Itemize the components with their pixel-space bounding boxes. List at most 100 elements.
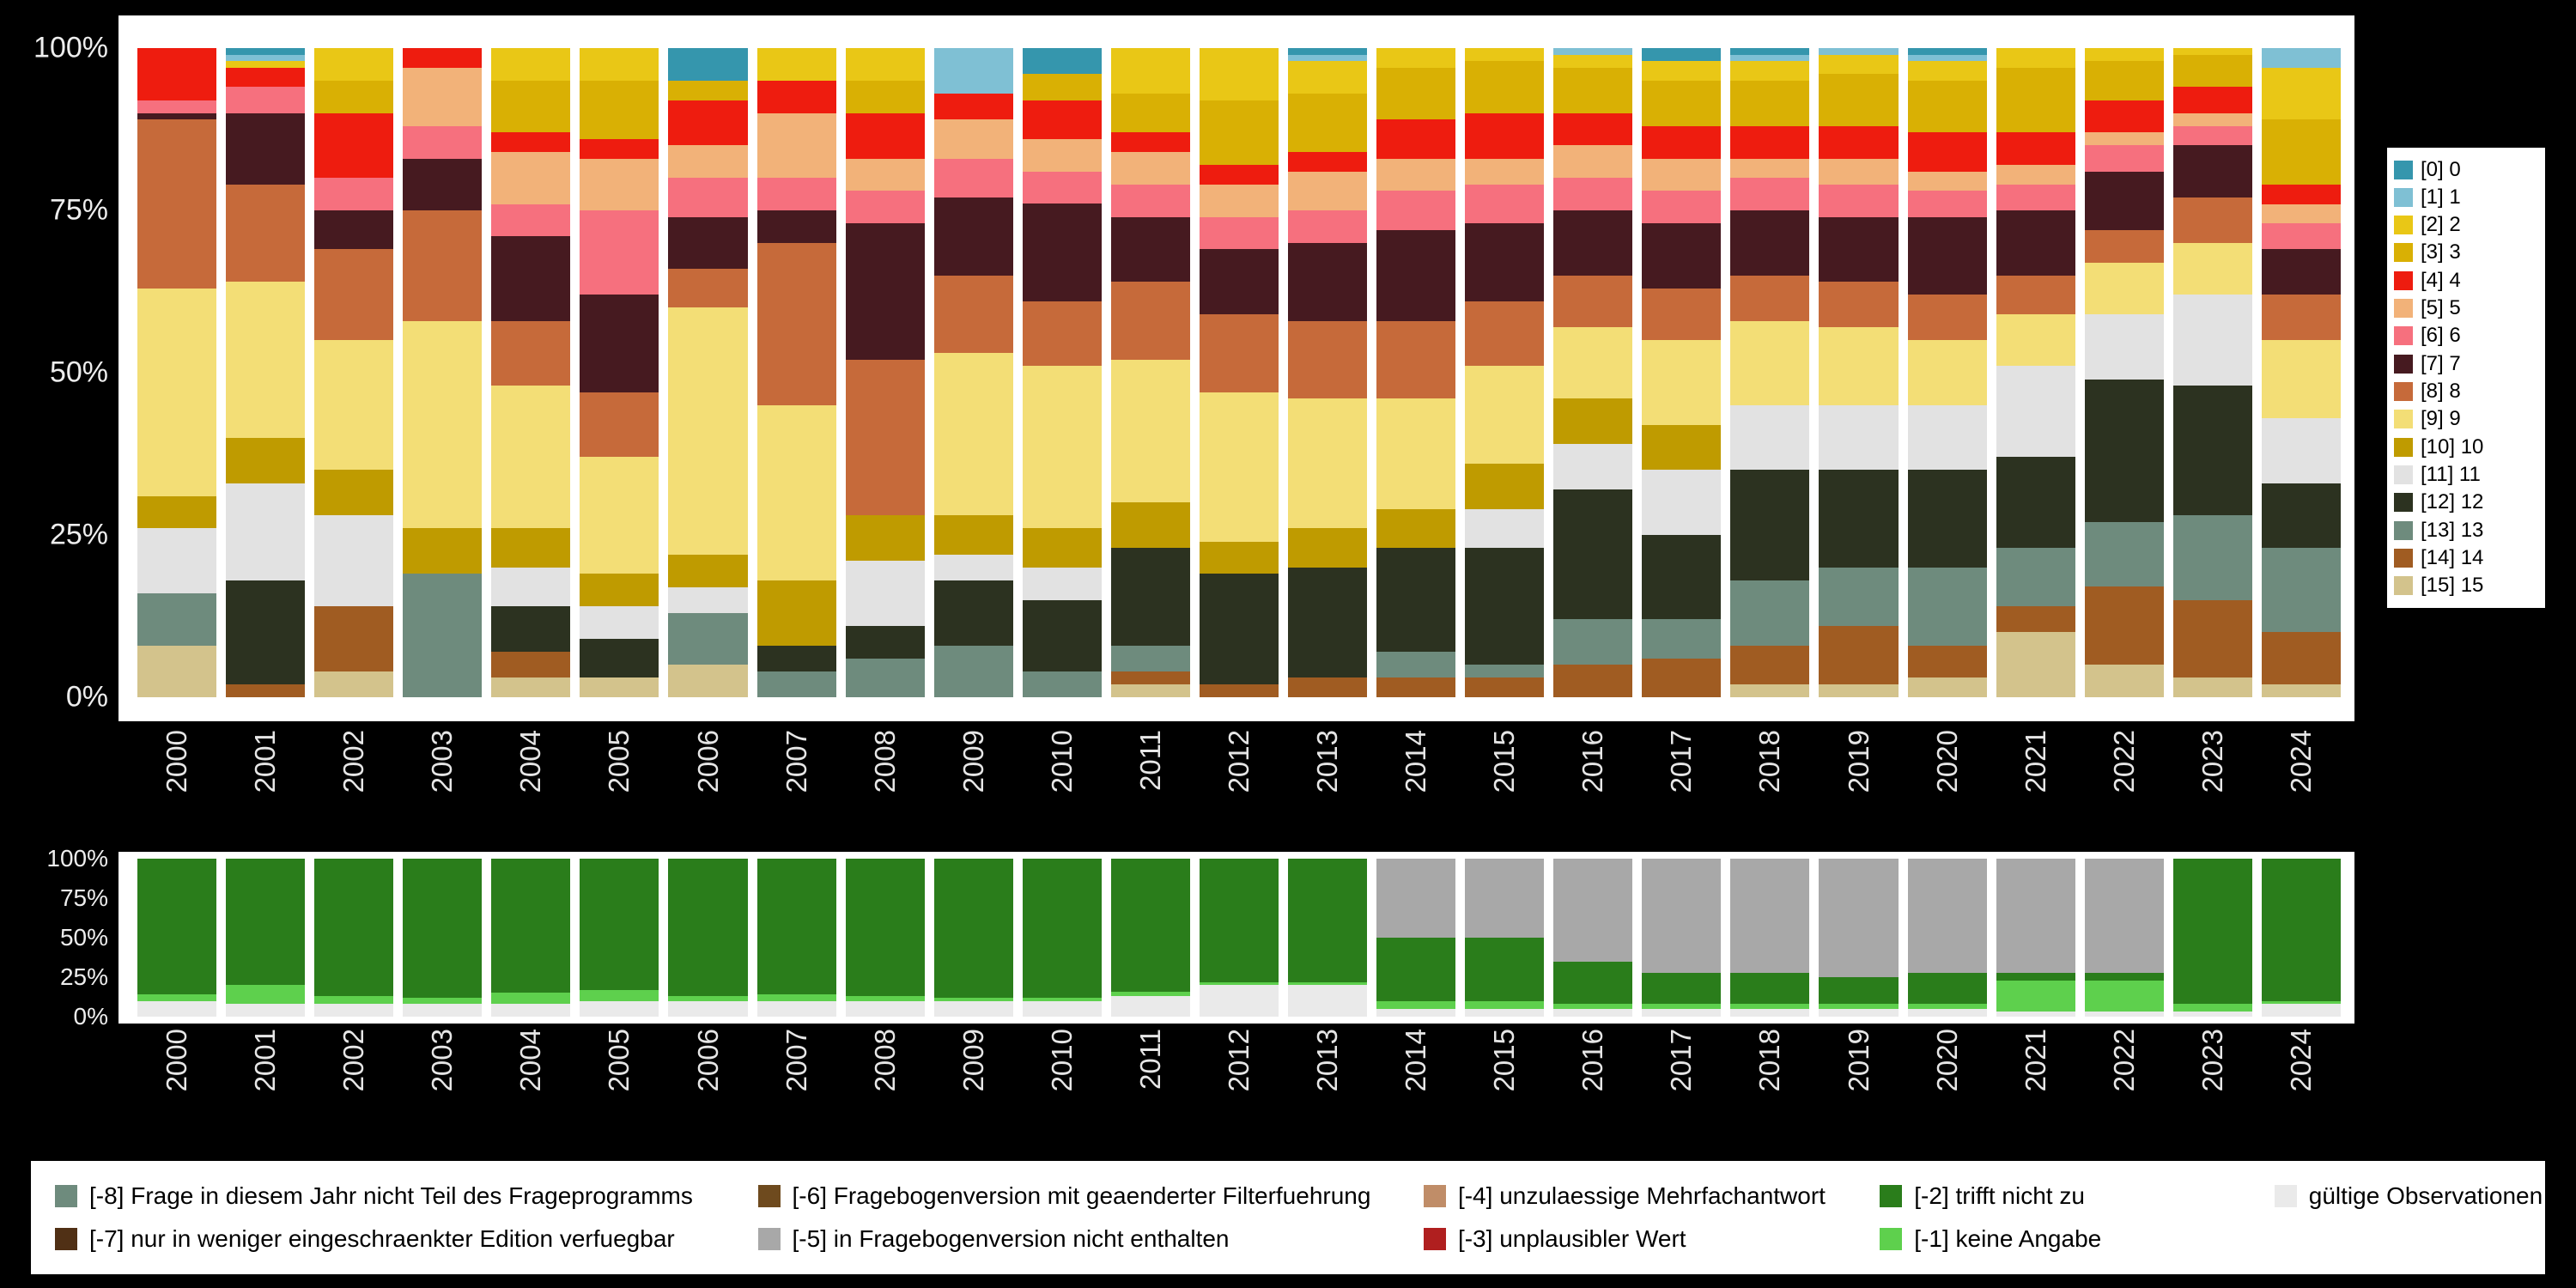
- bar-segment: [1819, 470, 1899, 568]
- bar-2018: [1730, 859, 1810, 1017]
- bar-segment: [2084, 859, 2164, 973]
- legend-label: [0] 0: [2421, 157, 2461, 181]
- bar-segment: [1730, 80, 1810, 126]
- bar-segment: [1553, 961, 1633, 1005]
- x-axis-tick: 2019: [1819, 1029, 1898, 1157]
- bar-segment: [1819, 567, 1899, 626]
- legend-entry: [13] 13: [2394, 517, 2538, 544]
- bar-segment: [668, 216, 748, 270]
- x-axis-tick: 2003: [403, 730, 482, 859]
- bar-segment: [1907, 470, 1987, 568]
- bar-segment: [1465, 158, 1545, 185]
- bar-segment: [1376, 859, 1456, 939]
- bar-segment: [1642, 191, 1722, 224]
- x-axis-tick-label: 2009: [957, 1029, 989, 1092]
- bar-2008: [845, 859, 925, 1017]
- bar-segment: [756, 1000, 836, 1017]
- bar-segment: [1288, 93, 1368, 152]
- bar-segment: [2084, 229, 2164, 263]
- bar-segment: [1376, 67, 1456, 120]
- bar-segment: [1022, 48, 1102, 75]
- bar-segment: [1376, 938, 1456, 1001]
- bar-segment: [845, 1000, 925, 1017]
- bar-segment: [756, 994, 836, 1001]
- bar-segment: [1553, 54, 1633, 68]
- legend-swatch: [2394, 243, 2413, 263]
- bar-segment: [137, 112, 217, 120]
- x-axis-tick-label: 2020: [1930, 1029, 1963, 1092]
- bar-segment: [933, 645, 1013, 697]
- bar-segment: [1376, 158, 1456, 191]
- values-legend: [0] 0 [1] 1 [2] 2 [3] 3 [4] 4 [5] 5 [6] 6 [7] 7…: [2387, 148, 2545, 608]
- bar-segment: [1110, 548, 1190, 646]
- bar-segment: [314, 859, 394, 997]
- legend-entry: [5] 5: [2394, 295, 2538, 322]
- x-axis-tick-label: 2022: [2107, 730, 2140, 793]
- legend-entry: [4] 4: [2394, 267, 2538, 294]
- x-axis-tick: 2015: [1465, 730, 1544, 859]
- bar-segment: [1642, 658, 1722, 697]
- bar-segment: [1553, 67, 1633, 113]
- legend-label: [-8] Frage in diesem Jahr nicht Teil des…: [89, 1182, 693, 1209]
- bar-segment: [1819, 184, 1899, 217]
- bar-segment: [1553, 178, 1633, 211]
- bar-2005: [580, 48, 659, 697]
- bar-segment: [491, 993, 571, 1005]
- bar-segment: [226, 54, 306, 62]
- legend-swatch: [2394, 270, 2413, 290]
- legend-entry: [12] 12: [2394, 489, 2538, 516]
- bar-segment: [1907, 1004, 1987, 1009]
- bar-segment: [403, 158, 483, 211]
- bar-segment: [1553, 327, 1633, 399]
- x-axis-tick-label: 2004: [514, 1029, 547, 1092]
- bar-segment: [491, 132, 571, 153]
- bar-segment: [403, 574, 483, 697]
- bar-segment: [1996, 980, 2075, 1012]
- bar-segment: [226, 184, 306, 283]
- bar-segment: [403, 320, 483, 529]
- bar-segment: [1553, 489, 1633, 620]
- x-axis-tick-label: 2014: [1400, 1029, 1432, 1092]
- legend-label: [-2] trifft nicht zu: [1914, 1182, 2085, 1209]
- x-axis-tick-label: 2021: [2019, 1029, 2051, 1092]
- bar-segment: [1376, 320, 1456, 399]
- bar-segment: [2084, 379, 2164, 522]
- bar-segment: [1288, 981, 1368, 986]
- bar-segment: [1553, 398, 1633, 445]
- bar-segment: [491, 528, 571, 568]
- bar-segment: [491, 606, 571, 653]
- bar-segment: [1376, 548, 1456, 653]
- x-axis-tick-label: 2018: [1753, 730, 1786, 793]
- legend-swatch: [2394, 437, 2413, 457]
- legend-label: [12] 12: [2421, 490, 2484, 514]
- bar-segment: [1907, 171, 1987, 191]
- bar-segment: [933, 353, 1013, 516]
- bar-2021: [1996, 859, 2075, 1017]
- bar-segment: [1110, 996, 1190, 1017]
- bar-segment: [2261, 483, 2341, 549]
- bar-segment: [226, 683, 306, 697]
- bar-segment: [1819, 859, 1899, 978]
- x-axis-tick: 2024: [2262, 1029, 2341, 1157]
- bar-segment: [1199, 165, 1279, 185]
- bar-segment: [1730, 125, 1810, 159]
- bar-segment: [1022, 301, 1102, 367]
- bar-segment: [1465, 1008, 1545, 1017]
- bar-segment: [1996, 314, 2075, 367]
- bar-segment: [137, 645, 217, 697]
- x-axis-tick-label: 2007: [780, 1029, 812, 1092]
- bar-segment: [933, 554, 1013, 580]
- bar-segment: [1553, 619, 1633, 665]
- bar-2004: [491, 48, 571, 697]
- bar-segment: [1110, 132, 1190, 153]
- bar-segment: [314, 671, 394, 697]
- bar-segment: [2084, 171, 2164, 230]
- bar-segment: [580, 574, 659, 607]
- bar-segment: [1288, 677, 1368, 697]
- bar-segment: [1465, 366, 1545, 464]
- bar-segment: [1465, 301, 1545, 367]
- bar-2021: [1996, 48, 2075, 697]
- x-axis-tick-label: 2017: [1665, 730, 1698, 793]
- bar-segment: [1022, 859, 1102, 998]
- bar-segment: [2172, 599, 2252, 678]
